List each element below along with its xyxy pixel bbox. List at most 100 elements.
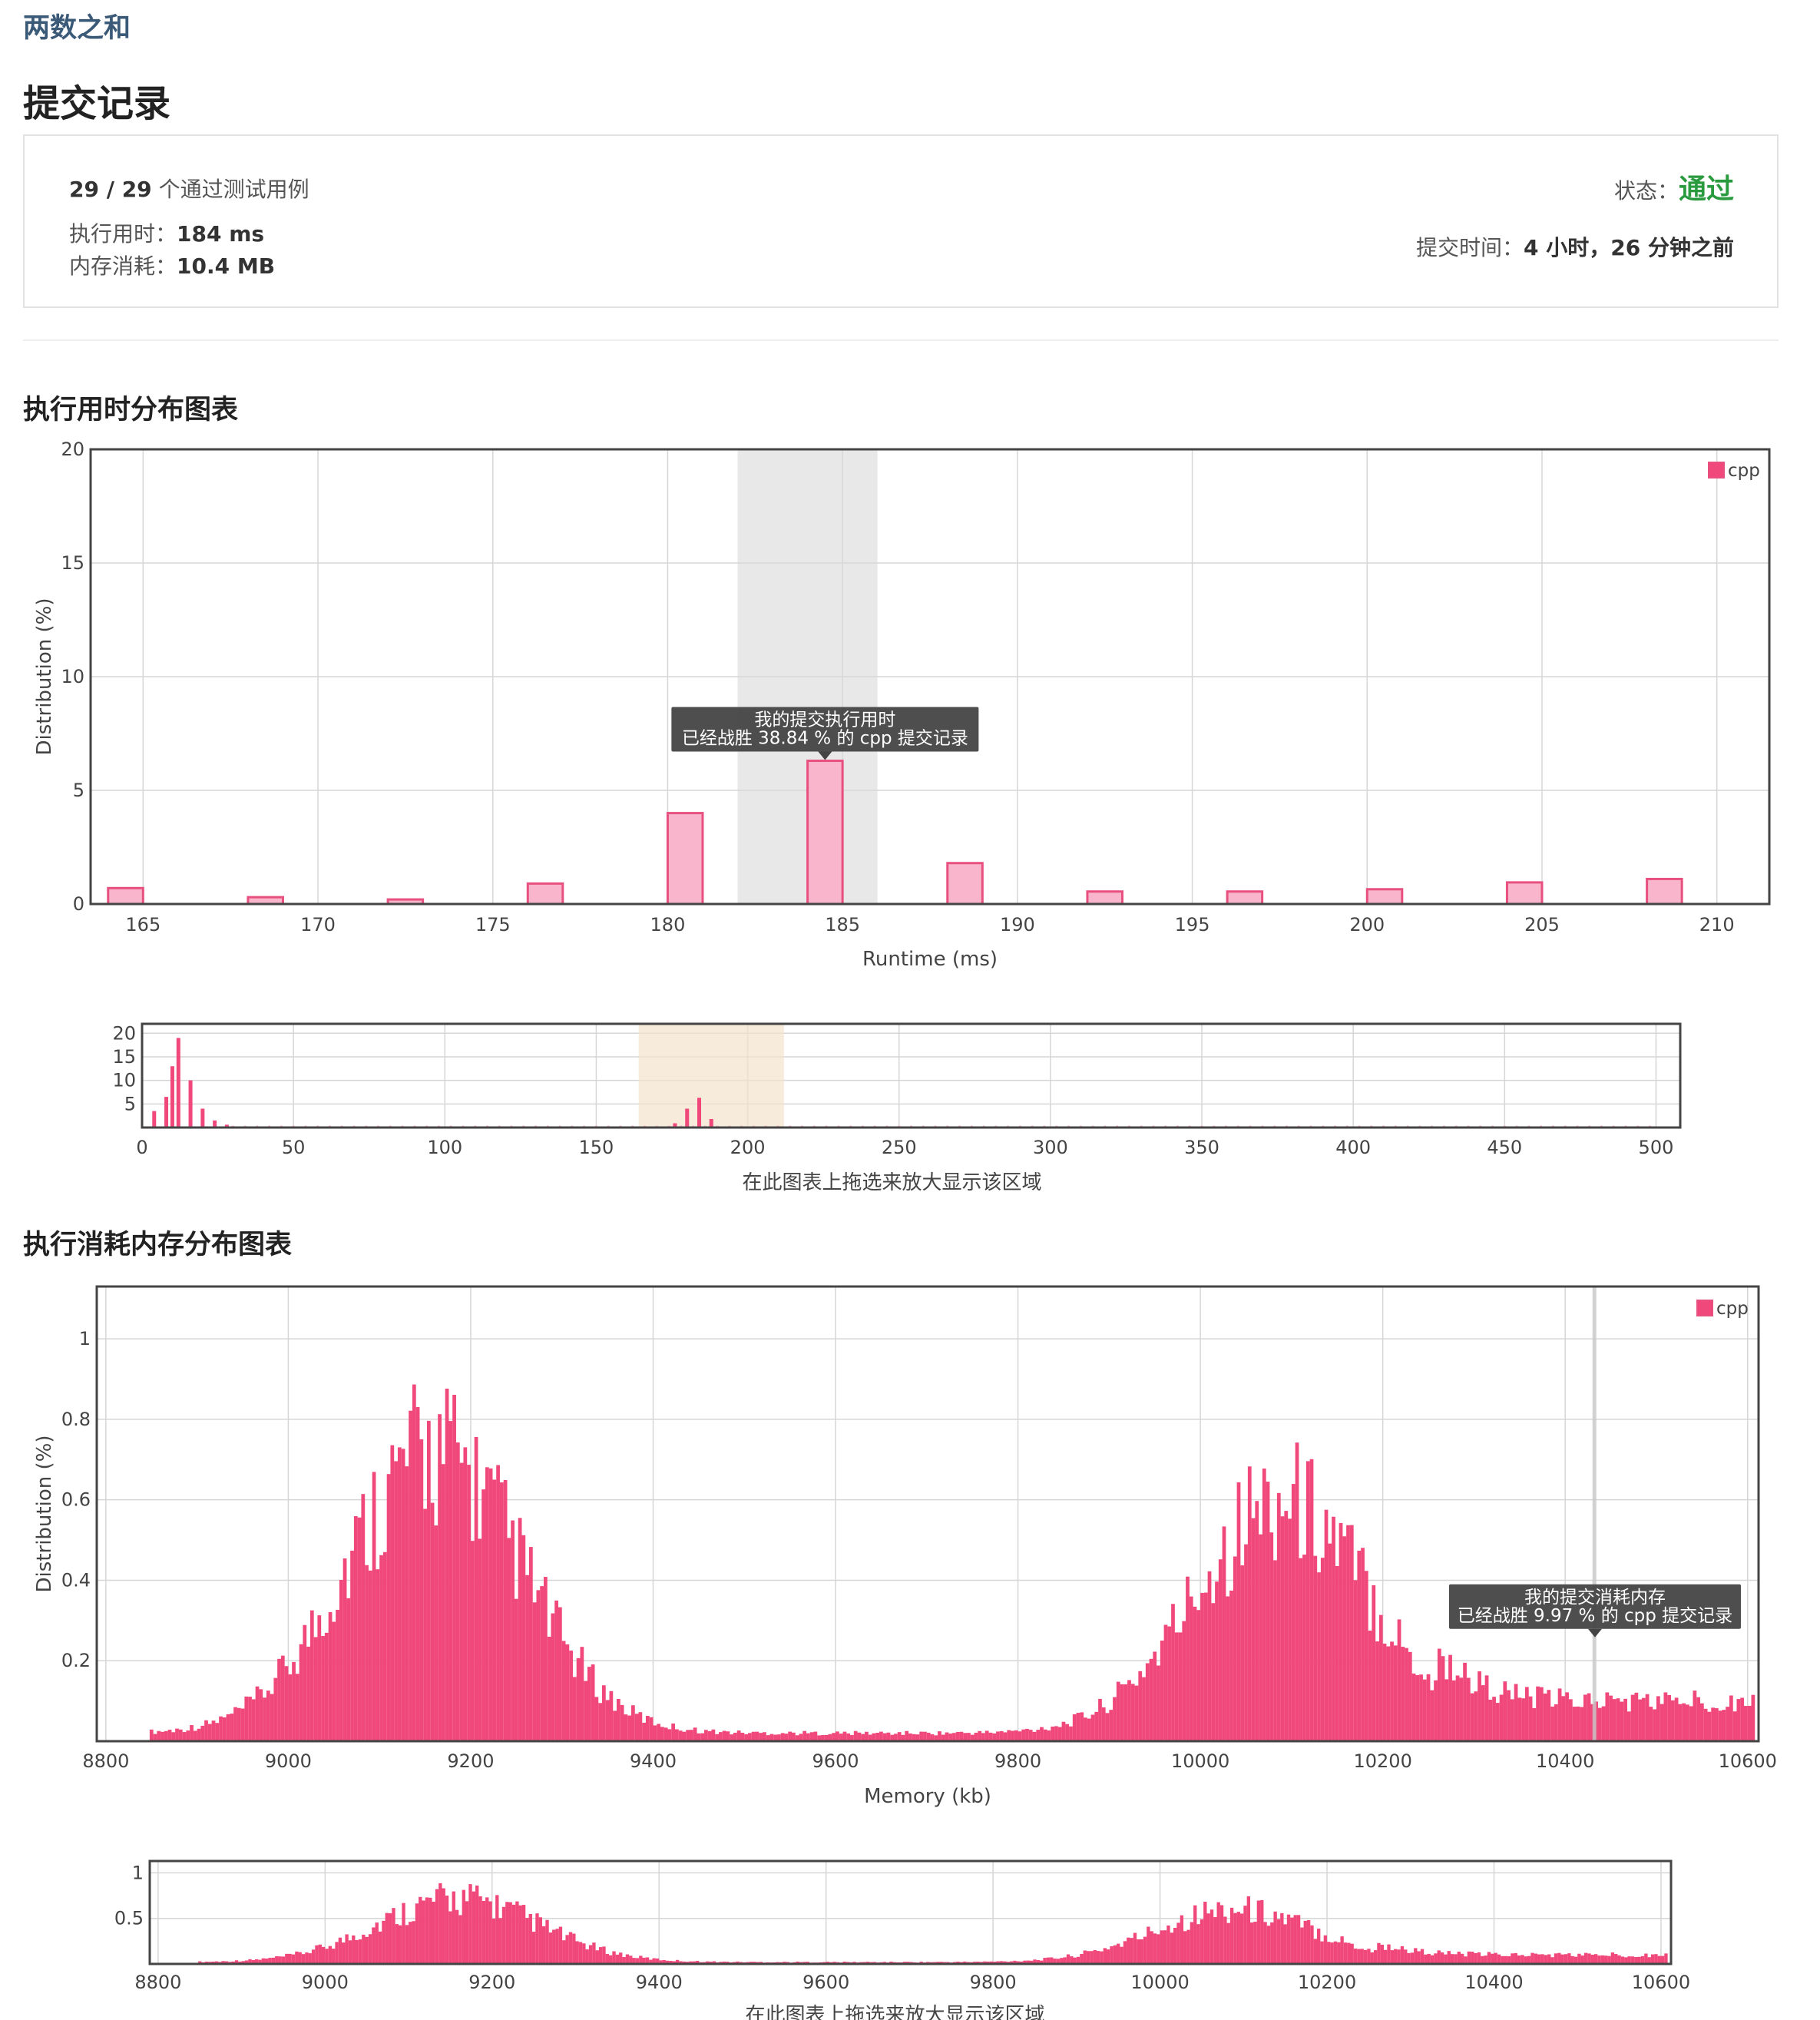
overview-bar (535, 1913, 539, 1964)
submit-time-label: 提交时间： (1416, 235, 1524, 260)
memory-bar (1043, 1729, 1047, 1741)
memory-bar (828, 1734, 832, 1741)
overview-bar (842, 1961, 846, 1964)
memory-bar (1105, 1713, 1110, 1741)
runtime-chart[interactable]: 165 170 175 180 185 190 195 200 205 210 0 5 10 15 20 Ru… (0, 430, 1820, 983)
overview-bar (531, 1932, 536, 1964)
overview-bar (662, 1959, 666, 1964)
overview-bar (1053, 1959, 1057, 1964)
memory-bar (645, 1716, 650, 1741)
overview-bar (462, 1889, 465, 1964)
memory-bar (251, 1699, 256, 1741)
memory-bar (751, 1731, 756, 1741)
memory-bar (222, 1717, 227, 1741)
memory-bar (1284, 1511, 1289, 1741)
memory-bar (565, 1644, 570, 1741)
overview-bar (1363, 1949, 1368, 1964)
memory-bar (1240, 1565, 1245, 1741)
overview-bar (1647, 1957, 1651, 1964)
x-tick-label: 165 (125, 914, 160, 935)
memory-bar (992, 1733, 997, 1741)
memory-bar (572, 1677, 577, 1741)
memory-bar (1174, 1632, 1179, 1741)
overview-bar (1580, 1955, 1584, 1964)
overview-bar (261, 1958, 266, 1964)
overview-bar (615, 1954, 620, 1964)
x-tick-label: 205 (1524, 914, 1560, 935)
memory-bar (1747, 1705, 1752, 1741)
legend-label: cpp (1716, 1299, 1749, 1319)
memory-bar (1244, 1544, 1248, 1741)
memory-chart[interactable]: 8800 9000 9200 9400 9600 9800 10000 10200 10400 1… (0, 1267, 1820, 1820)
memory-bar (1514, 1684, 1518, 1741)
memory-bar (160, 1731, 164, 1741)
overview-bar (315, 1945, 319, 1964)
overview-bar (515, 1901, 519, 1964)
overview-bar (1617, 1955, 1621, 1964)
overview-bar (271, 1957, 276, 1964)
overview-bar (1016, 1961, 1020, 1964)
memory-bar (1689, 1706, 1693, 1741)
overview-bar (639, 1955, 643, 1964)
memory-bar (1372, 1585, 1376, 1741)
runtime-bar (1505, 881, 1544, 906)
x-tick-label: 10600 (1719, 1750, 1777, 1772)
overview-bar (382, 1920, 386, 1964)
memory-bar (908, 1733, 912, 1741)
memory-bar (401, 1449, 405, 1741)
overview-bar (348, 1940, 352, 1964)
overview-bar (706, 1961, 710, 1964)
memory-bar (551, 1613, 555, 1741)
memory-bar (182, 1732, 187, 1741)
runtime-line: 执行用时：184 ms (69, 217, 264, 248)
memory-bar (1163, 1624, 1168, 1741)
overview-bar (1373, 1950, 1378, 1964)
overview-bar (545, 1919, 549, 1964)
overview-bar (1607, 1955, 1611, 1964)
y-tick-label: 0.5 (114, 1908, 144, 1929)
memory-bar (1696, 1697, 1700, 1741)
memory-bar (1554, 1704, 1558, 1741)
memory-bar (1218, 1559, 1223, 1741)
memory-bar (1215, 1581, 1219, 1741)
overview-bar (1209, 1909, 1214, 1964)
memory-bar (1014, 1730, 1018, 1741)
overview-bar (1333, 1941, 1338, 1964)
overview-bar (378, 1931, 382, 1964)
overview-bar (1377, 1942, 1381, 1964)
memory-bar (959, 1731, 964, 1741)
memory-bar (1732, 1711, 1737, 1741)
overview-bar (1019, 1961, 1024, 1964)
memory-bar (955, 1731, 960, 1741)
memory-bar (277, 1658, 281, 1741)
problem-title[interactable]: 两数之和 (23, 13, 131, 44)
memory-bar (1393, 1645, 1398, 1741)
overview-bar (578, 1942, 583, 1964)
overview-bar (1013, 1960, 1017, 1964)
memory-bar (1481, 1685, 1485, 1741)
memory-bar (1167, 1626, 1172, 1741)
memory-bar (1422, 1679, 1427, 1741)
memory-bar (409, 1410, 412, 1741)
x-tick-label: 9200 (468, 1972, 515, 1993)
memory-bar (740, 1732, 745, 1741)
y-tick-label: 20 (61, 439, 84, 460)
memory-bar (313, 1637, 318, 1741)
overview-bar (1447, 1951, 1451, 1964)
memory-bar (394, 1461, 398, 1741)
memory-bar (1667, 1694, 1671, 1741)
memory-bar (1448, 1654, 1452, 1741)
overview-bar (1627, 1956, 1631, 1964)
tooltip-line-2: 已经战胜 9.97 % 的 cpp 提交记录 (1458, 1606, 1732, 1626)
memory-bar (799, 1734, 803, 1741)
overview-bar (399, 1925, 402, 1964)
memory-bar (704, 1730, 708, 1741)
overview-bar (321, 1946, 326, 1964)
memory-bar (1251, 1518, 1256, 1741)
overview-bar (475, 1885, 479, 1964)
memory-overview-chart[interactable]: 8800 9000 9200 9400 9600 9800 10000 10200 10400 1… (0, 1832, 1820, 2020)
overview-bar (1290, 1917, 1294, 1964)
overview-bar (332, 1949, 336, 1964)
memory-bar (1084, 1717, 1087, 1741)
